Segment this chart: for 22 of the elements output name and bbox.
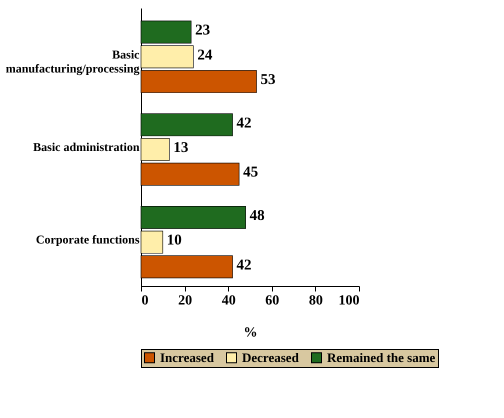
x-tick-label: 60 <box>265 294 280 308</box>
y-tick-label: Basic manufacturing/processing <box>6 47 140 76</box>
x-tick-label: 100 <box>338 294 360 308</box>
data-label: 42 <box>236 257 252 274</box>
legend-label: Decreased <box>242 350 300 365</box>
legend-label: Remained the same <box>327 350 436 365</box>
data-label: 45 <box>243 164 258 181</box>
data-label: 10 <box>166 232 182 249</box>
data-label: 13 <box>173 140 188 156</box>
data-label: 23 <box>195 22 210 39</box>
data-label: 24 <box>197 47 213 64</box>
data-label: 48 <box>250 208 265 224</box>
x-tick-label: 20 <box>178 294 192 308</box>
x-axis-title: % <box>244 326 258 340</box>
y-tick-label: Corporate functions <box>36 232 140 247</box>
x-tick-label: 0 <box>142 294 148 308</box>
data-label: 53 <box>260 72 276 88</box>
legend-label: Increased <box>160 350 215 365</box>
y-tick-label: Basic administration <box>33 140 140 154</box>
x-tick-label: 40 <box>222 294 236 308</box>
x-tick-label: 80 <box>308 294 323 308</box>
data-label: 42 <box>236 115 252 132</box>
